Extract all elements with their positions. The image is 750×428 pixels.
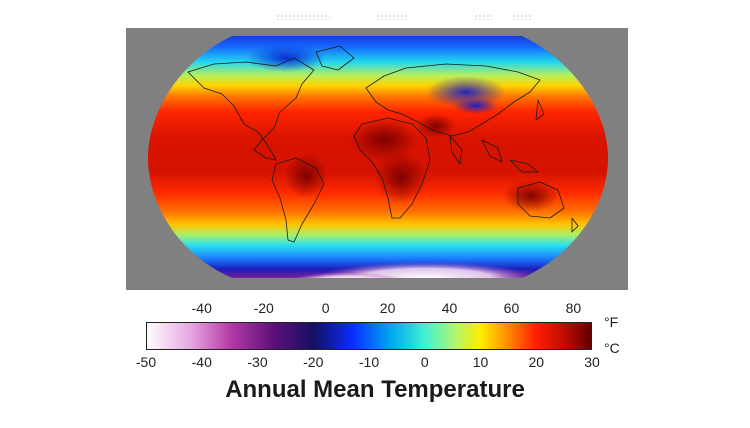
fahrenheit-tick-label: 80 [565,300,582,316]
temperature-colorbar [146,322,592,350]
celsius-tick-label: 30 [584,354,600,370]
coastlines [187,45,579,243]
celsius-tick-label: -20 [303,354,324,370]
faint-header-text [0,14,750,26]
celsius-tick-label: -40 [191,354,212,370]
celsius-unit: °C [604,340,620,356]
fahrenheit-tick-label: 20 [379,300,396,316]
fahrenheit-tick-label: 40 [441,300,458,316]
fahrenheit-tick-label: 0 [321,300,330,316]
celsius-tick-label: 10 [472,354,489,370]
fahrenheit-tick-label: -20 [253,300,274,316]
fahrenheit-tick-label: 60 [503,300,520,316]
celsius-tick-label: 20 [528,354,545,370]
map-title: Annual Mean Temperature [225,376,525,403]
celsius-tick-label: -50 [135,354,157,370]
celsius-tick-label: -30 [247,354,268,370]
map-globe [148,36,608,278]
colorbar-gradient [146,322,592,350]
temperature-map [126,28,628,290]
fahrenheit-tick-label: -40 [191,300,212,316]
fahrenheit-unit: °F [604,314,619,330]
celsius-tick-label: 0 [420,354,429,370]
celsius-tick-label: -10 [358,354,380,370]
